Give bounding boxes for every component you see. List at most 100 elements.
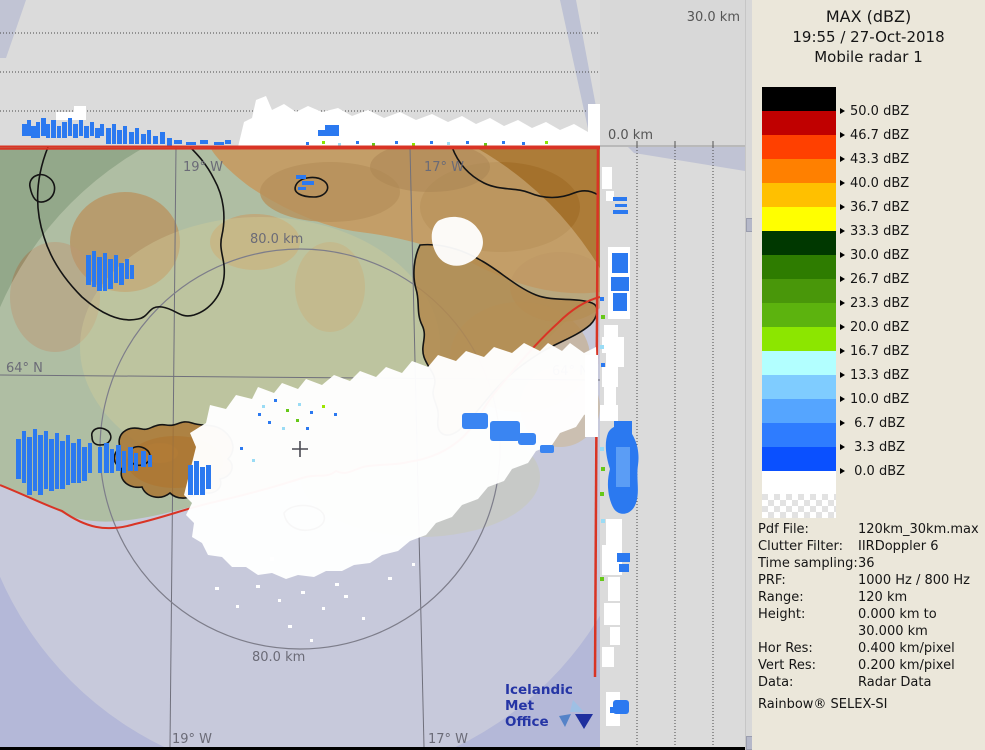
legend-band: 13.3 dBZ <box>762 351 909 383</box>
legend-tick-icon <box>840 252 845 258</box>
info-label: Vert Res: <box>758 658 817 673</box>
side-profile-graphic <box>600 147 745 747</box>
legend-tick-icon <box>840 132 845 138</box>
legend-band: 23.3 dBZ <box>762 279 909 311</box>
legend-tick-icon <box>840 108 845 114</box>
legend-tick-icon <box>840 204 845 210</box>
legend-band: 36.7 dBZ <box>762 183 909 215</box>
info-label: PRF: <box>758 573 786 588</box>
legend-tick-icon <box>840 156 845 162</box>
legend-band: 30.0 dBZ <box>762 231 909 263</box>
info-label: Clutter Filter: <box>758 539 843 554</box>
legend-tick-icon <box>840 324 845 330</box>
legend-label: 40.0 dBZ <box>850 175 910 191</box>
precip-echo-blue <box>16 175 314 495</box>
legend-band: 10.0 dBZ <box>762 375 909 407</box>
legend-header: MAX (dBZ) 19:55 / 27-Oct-2018 Mobile rad… <box>752 0 985 67</box>
top-profile-panel[interactable] <box>0 0 600 147</box>
info-label: Time sampling: <box>758 556 858 571</box>
product-datetime: 19:55 / 27-Oct-2018 <box>792 28 945 46</box>
legend-band: 33.3 dBZ <box>762 207 909 239</box>
precip-echo-specks <box>240 399 337 462</box>
info-label: Range: <box>758 590 804 605</box>
legend-tick-icon <box>840 372 845 378</box>
legend-band: 46.7 dBZ <box>762 111 909 143</box>
legend-band: 50.0 dBZ <box>762 87 909 119</box>
legend-label: 46.7 dBZ <box>850 127 910 143</box>
legend-band: 16.7 dBZ <box>762 327 909 359</box>
info-value: Radar Data <box>858 675 932 690</box>
legend-label: 20.0 dBZ <box>850 319 910 335</box>
side-profile-panel[interactable] <box>600 147 745 747</box>
lat-label-64n-left: 64° N <box>6 361 43 376</box>
info-value: 0.000 km to 30.000 km <box>858 607 937 639</box>
legend-label: 6.7 dBZ <box>850 415 906 431</box>
info-row: Hor Res: 0.400 km/pixel <box>758 640 980 657</box>
legend-label: 10.0 dBZ <box>850 391 910 407</box>
software-brand: Rainbow® SELEX-SI <box>758 697 888 712</box>
legend-band: 3.3 dBZ <box>762 423 905 455</box>
legend-tick-icon <box>840 228 845 234</box>
range-label-80km-bottom: 80.0 km <box>252 650 305 665</box>
imo-logo: Icelandic Met Office <box>505 682 605 730</box>
height-scale-min-label: 0.0 km <box>608 128 653 143</box>
info-value: IIRDoppler 6 <box>858 539 939 554</box>
imo-logo-icon <box>559 700 593 729</box>
info-row: Height: 0.000 km to 30.000 km <box>758 606 980 640</box>
scale-corner: 30.0 km 0.0 km <box>600 0 745 147</box>
radar-center-crosshair <box>292 441 308 457</box>
info-row: Time sampling: 36 <box>758 555 980 572</box>
info-value: 120km_30km.max <box>858 522 979 537</box>
info-label: Hor Res: <box>758 641 813 656</box>
legend-band: 40.0 dBZ <box>762 159 909 191</box>
legend-tick-icon <box>840 348 845 354</box>
legend-band-transparent <box>762 494 836 518</box>
top-profile-graphic <box>0 0 600 147</box>
lon-label-19w-bottom: 19° W <box>172 732 212 747</box>
legend-tick-icon <box>840 276 845 282</box>
radar-name: Mobile radar 1 <box>814 48 923 66</box>
radar-map-graphic: 19° W 17° W 64° N 64° N 80.0 km 80.0 km … <box>0 147 600 747</box>
info-label: Pdf File: <box>758 522 809 537</box>
info-row: Pdf File: 120km_30km.max <box>758 521 980 538</box>
legend-band: 20.0 dBZ <box>762 303 909 335</box>
info-label: Height: <box>758 607 806 622</box>
legend-label: 26.7 dBZ <box>850 271 910 287</box>
legend-tick-icon <box>840 396 845 402</box>
legend-label: 43.3 dBZ <box>850 151 910 167</box>
info-row: Data: Radar Data <box>758 674 980 691</box>
legend-tick-icon <box>840 444 845 450</box>
info-row: PRF: 1000 Hz / 800 Hz <box>758 572 980 589</box>
info-value: 1000 Hz / 800 Hz <box>858 573 971 588</box>
info-label: Data: <box>758 675 794 690</box>
precip-echo-white <box>184 216 598 642</box>
range-label-80km-top: 80.0 km <box>250 232 303 247</box>
legend-panel: MAX (dBZ) 19:55 / 27-Oct-2018 Mobile rad… <box>752 0 985 750</box>
legend-label: 23.3 dBZ <box>850 295 910 311</box>
info-value: 120 km <box>858 590 908 605</box>
product-title: MAX (dBZ) <box>825 7 912 26</box>
lon-label-17w-top: 17° W <box>424 160 464 175</box>
legend-colorbar: 50.0 dBZ 46.7 dBZ 43.3 dBZ 40.0 dBZ 36.7… <box>762 87 982 518</box>
info-row: Clutter Filter: IIRDoppler 6 <box>758 538 980 555</box>
legend-label: 36.7 dBZ <box>850 199 910 215</box>
lon-label-17w-bottom: 17° W <box>428 732 468 747</box>
legend-band: 26.7 dBZ <box>762 255 909 287</box>
map-viewport[interactable]: 19° W 17° W 64° N 64° N 80.0 km 80.0 km … <box>0 147 600 747</box>
legend-tick-icon <box>840 420 845 426</box>
legend-label: 30.0 dBZ <box>850 247 910 263</box>
info-value: 36 <box>858 556 875 571</box>
precip-echo-blue-east <box>462 413 554 453</box>
imo-logo-text-line1: Icelandic Met <box>505 682 573 714</box>
legend-band-below-scale <box>762 471 836 494</box>
legend-tick-icon <box>840 468 845 474</box>
info-row: Range: 120 km <box>758 589 980 606</box>
legend-label: 3.3 dBZ <box>850 439 906 455</box>
lon-label-19w-top: 19° W <box>183 160 223 175</box>
legend-label: 33.3 dBZ <box>850 223 910 239</box>
legend-label: 0.0 dBZ <box>850 463 906 479</box>
legend-band: 43.3 dBZ <box>762 135 909 167</box>
legend-tick-icon <box>840 180 845 186</box>
legend-label: 50.0 dBZ <box>850 103 910 119</box>
